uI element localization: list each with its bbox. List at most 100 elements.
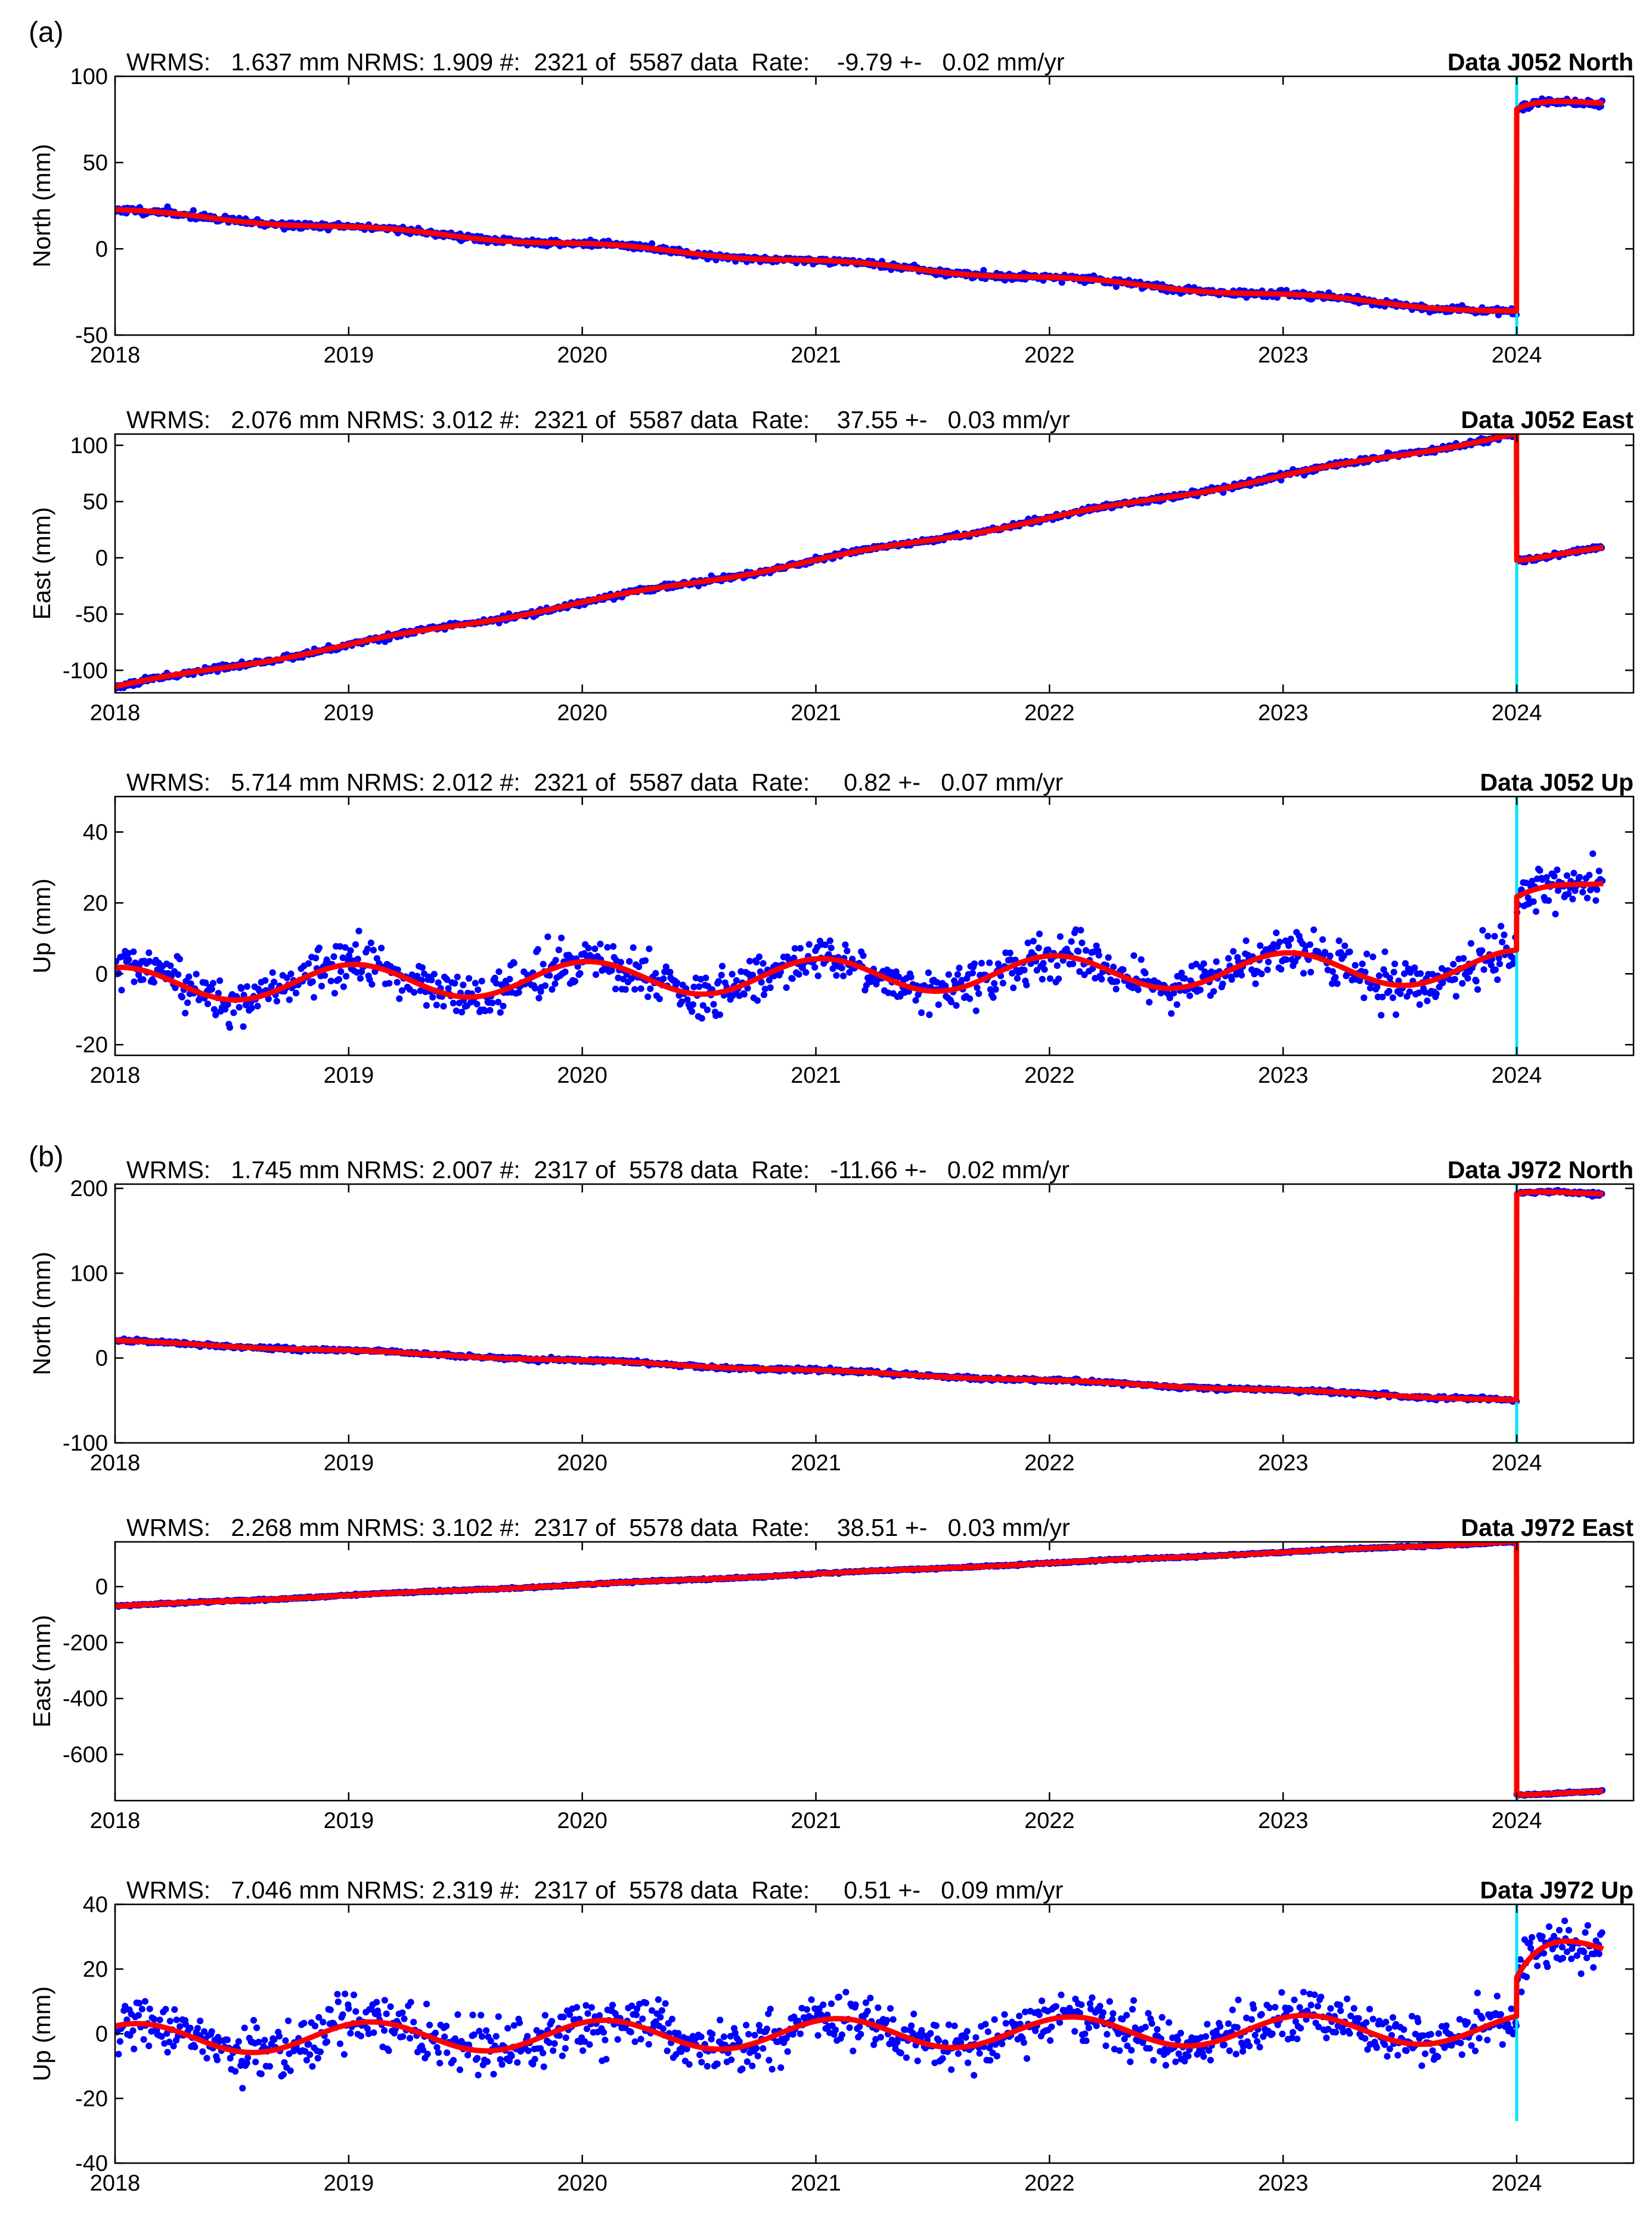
data-point — [717, 1011, 723, 1018]
data-point — [638, 986, 644, 992]
y-tick-label: 0 — [95, 546, 108, 571]
data-point — [176, 956, 183, 962]
data-point — [1021, 966, 1028, 973]
data-point — [991, 980, 997, 987]
data-point — [343, 973, 349, 980]
y-tick-label: -50 — [75, 323, 108, 348]
chart-title: Data J052 North — [1448, 48, 1634, 76]
data-point — [1453, 993, 1459, 999]
data-point — [451, 980, 458, 987]
data-point — [179, 994, 185, 1000]
data-point — [1479, 927, 1486, 934]
data-point — [1376, 972, 1383, 979]
data-point — [806, 941, 813, 947]
data-point — [1068, 938, 1075, 945]
data-point — [175, 971, 181, 978]
data-point — [1135, 986, 1142, 993]
data-point — [935, 1002, 942, 1008]
x-tick-label: 2019 — [324, 1451, 374, 1476]
data-point — [1479, 947, 1485, 954]
data-point — [435, 980, 442, 986]
data-point — [479, 978, 485, 984]
data-point — [1363, 950, 1370, 957]
data-point — [1387, 975, 1393, 981]
data-point — [1393, 1011, 1399, 1018]
data-point — [249, 1005, 255, 1011]
y-tick-label: 50 — [83, 151, 108, 176]
chart-title: Data J972 North — [1448, 1156, 1634, 1184]
data-point — [262, 977, 268, 984]
data-point — [255, 1003, 261, 1009]
data-point — [1381, 949, 1388, 955]
data-point — [1494, 977, 1501, 983]
data-point — [1554, 866, 1560, 873]
data-point — [145, 949, 152, 956]
panel-label-b: (b) — [29, 1141, 64, 1173]
data-point — [630, 944, 637, 951]
y-tick-label: 100 — [70, 1261, 108, 1286]
data-point — [1210, 988, 1217, 995]
data-point — [1390, 995, 1396, 1001]
data-point — [1594, 887, 1600, 893]
data-point — [558, 935, 565, 941]
x-tick-label: 2024 — [1492, 1063, 1542, 1088]
data-point — [312, 955, 319, 961]
data-point — [1329, 968, 1336, 975]
y-tick-label: 40 — [83, 820, 108, 845]
data-point — [1552, 910, 1559, 917]
data-point — [532, 985, 538, 992]
data-point — [612, 986, 619, 992]
x-tick-label: 2018 — [90, 1063, 141, 1088]
data-point — [1452, 976, 1458, 983]
data-point — [355, 928, 362, 934]
data-point — [1391, 969, 1397, 975]
data-point — [789, 975, 796, 982]
data-point — [1536, 868, 1543, 874]
data-point — [796, 971, 802, 978]
y-tick-label: 0 — [95, 237, 108, 262]
x-tick-label: 2018 — [90, 701, 141, 726]
data-point — [1359, 961, 1366, 967]
data-point — [497, 1009, 504, 1016]
data-point — [1533, 908, 1539, 915]
data-point — [473, 1001, 480, 1008]
data-point — [1014, 975, 1021, 981]
data-point — [990, 995, 997, 1001]
data-point — [1045, 946, 1052, 953]
x-tick-label: 2024 — [1492, 701, 1542, 726]
data-point — [741, 991, 748, 997]
data-point — [1492, 966, 1499, 973]
data-point — [975, 990, 982, 997]
data-point — [460, 981, 466, 988]
data-point — [1146, 999, 1152, 1005]
data-point — [1010, 984, 1016, 991]
data-point — [535, 946, 541, 953]
data-point — [364, 946, 371, 952]
data-point — [1142, 970, 1148, 977]
data-point — [840, 972, 847, 979]
data-point — [146, 958, 153, 965]
x-tick-label: 2021 — [791, 1063, 841, 1088]
data-point — [761, 992, 767, 998]
data-point — [1307, 969, 1314, 975]
data-point — [1341, 943, 1348, 949]
data-point — [1592, 897, 1599, 904]
data-point — [1105, 954, 1112, 961]
y-tick-label: -100 — [63, 1431, 108, 1456]
data-point — [1569, 896, 1576, 902]
data-point — [1417, 970, 1424, 977]
data-point — [631, 986, 638, 993]
data-point — [486, 1007, 493, 1014]
data-point — [827, 937, 833, 944]
data-point — [1411, 965, 1418, 971]
data-point — [1113, 986, 1120, 992]
data-point — [118, 987, 125, 993]
data-point — [318, 983, 325, 989]
data-point — [1230, 948, 1236, 955]
data-point — [131, 978, 137, 985]
data-point — [1168, 1010, 1174, 1017]
data-point — [1213, 958, 1220, 965]
data-point — [204, 1000, 211, 1007]
data-point — [1586, 872, 1592, 878]
data-point — [715, 978, 722, 984]
